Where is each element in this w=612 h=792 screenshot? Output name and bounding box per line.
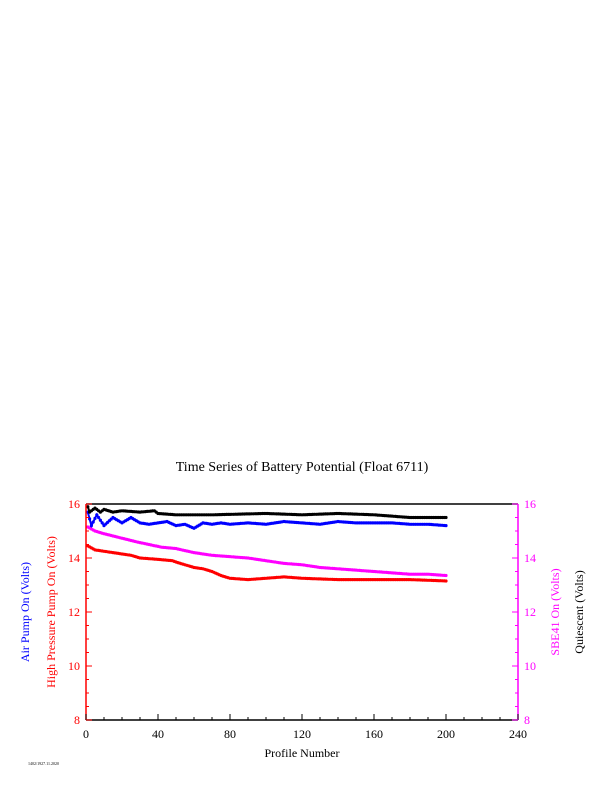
series-1-point-199 (444, 579, 448, 583)
y-right-tick-label-10: 10 (524, 659, 536, 673)
y-right-label-quiescent: Quiescent (Volts) (572, 570, 586, 653)
series-2-point-5 (95, 513, 99, 517)
series-3-point-0 (86, 505, 90, 509)
y-left-tick-label-12: 12 (68, 605, 80, 619)
y-right-label-sbe41: SBE41 On (Volts) (548, 568, 562, 655)
x-axis-label: Profile Number (265, 746, 340, 760)
x-tick-label-120: 120 (293, 727, 311, 741)
y-right-tick-label-12: 12 (524, 605, 536, 619)
x-tick-label-240: 240 (509, 727, 527, 741)
series-2-point-6 (97, 515, 101, 520)
series-line-1 (87, 545, 447, 582)
series-line-0 (87, 526, 447, 577)
plot-frame (86, 503, 518, 721)
y-right-tick-label-8: 8 (524, 713, 530, 727)
footer-stamp: 1402/1927.11.2020 (28, 761, 59, 766)
x-tick-label-80: 80 (224, 727, 236, 741)
y-left-tick-label-16: 16 (68, 497, 80, 511)
x-tick-label-160: 160 (365, 727, 383, 741)
x-tick-label-200: 200 (437, 727, 455, 741)
y-right-tick-label-14: 14 (524, 551, 536, 565)
series-2-point-1 (88, 517, 92, 521)
y-right-tick-label-16: 16 (524, 497, 536, 511)
series-2-point-8 (100, 521, 104, 525)
y-left-tick-label-14: 14 (68, 551, 80, 565)
series-0-point-199 (444, 573, 448, 578)
series-2-point-4 (93, 516, 97, 521)
y-left-tick-label-10: 10 (68, 659, 80, 673)
chart-title: Time Series of Battery Potential (Float … (176, 460, 429, 475)
series-3-point-199 (444, 515, 448, 520)
series-2-point-7 (98, 518, 102, 522)
y-left-label-air-pump: Air Pump On (Volts) (18, 562, 32, 662)
series-2-point-2 (89, 524, 93, 528)
y-left-label-high-pressure-pump: High Pressure Pump On (Volts) (44, 536, 58, 688)
x-tick-label-0: 0 (83, 727, 89, 741)
series-layer (86, 505, 448, 583)
series-2-point-3 (91, 520, 95, 524)
series-2-point-199 (444, 524, 448, 528)
y-left-tick-label-8: 8 (74, 713, 80, 727)
x-tick-label-40: 40 (152, 727, 164, 741)
